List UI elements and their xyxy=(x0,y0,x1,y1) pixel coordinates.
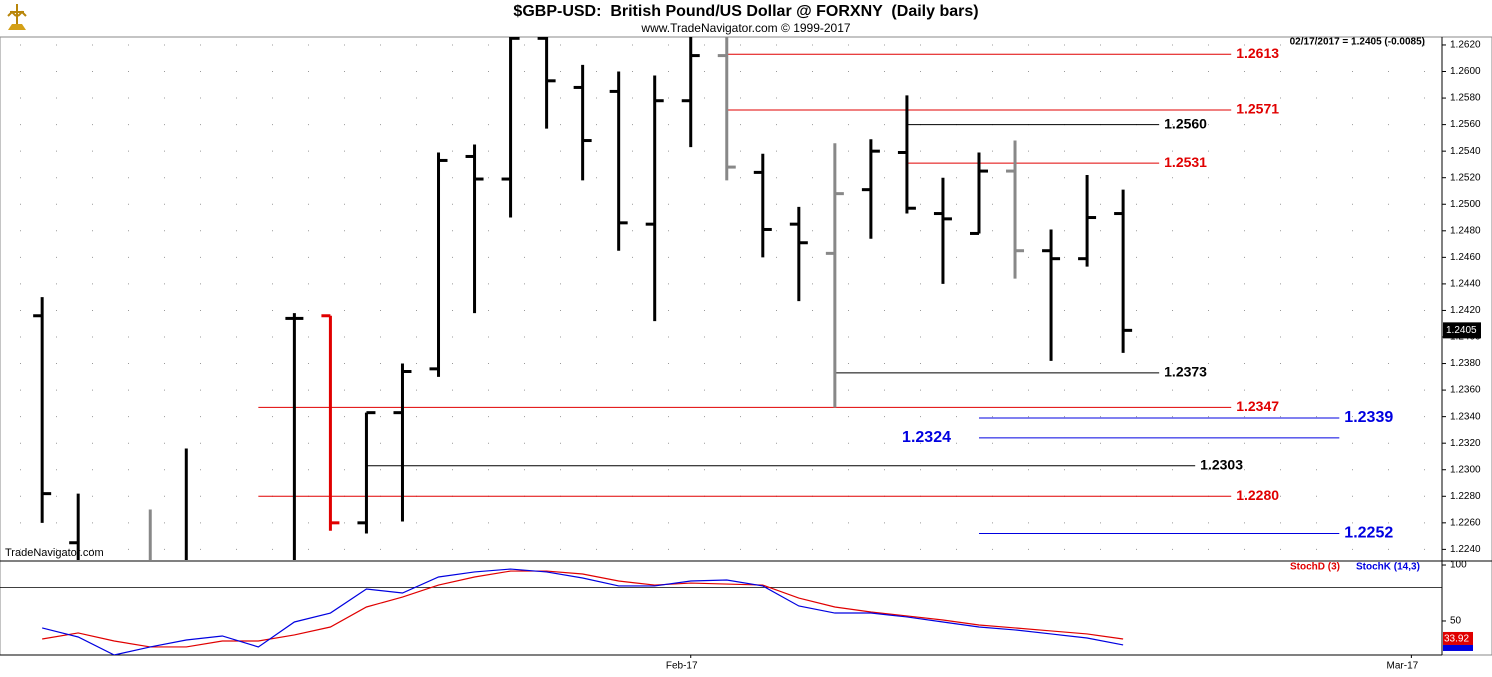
level-label: 1.2347 xyxy=(1236,398,1279,414)
logo xyxy=(7,4,27,30)
level-label: 1.2531 xyxy=(1164,154,1207,170)
y-tick-label: 1.2340 xyxy=(1450,411,1481,422)
level-label: 1.2252 xyxy=(1344,525,1393,542)
price-plot xyxy=(20,37,1442,560)
stoch-line xyxy=(42,568,1124,655)
y-tick-label: 1.2600 xyxy=(1450,66,1481,77)
y-tick-label: 50 xyxy=(1450,616,1462,627)
y-tick-label: 1.2240 xyxy=(1450,544,1481,555)
y-tick-label: 1.2520 xyxy=(1450,172,1481,183)
y-tick-label: 1.2360 xyxy=(1450,385,1481,396)
y-tick-label: 1.2540 xyxy=(1450,146,1481,157)
stoch-plot xyxy=(0,568,1442,655)
y-tick-label: 1.2280 xyxy=(1450,491,1481,502)
legend-label: StochD (3) xyxy=(1290,562,1340,573)
x-tick-label: Feb-17 xyxy=(666,661,698,672)
level-label: 1.2373 xyxy=(1164,364,1207,380)
last-value-box xyxy=(1443,644,1473,651)
last-value-label: 33.92 xyxy=(1444,634,1469,645)
level-label: 1.2613 xyxy=(1236,45,1279,61)
last-price-label: 1.2405 xyxy=(1446,325,1477,336)
quote: 02/17/2017 = 1.2405 (-0.0085) xyxy=(1290,37,1425,48)
y-tick-label: 1.2420 xyxy=(1450,305,1481,316)
y-tick-label: 1.2380 xyxy=(1450,358,1481,369)
y-tick-label: 1.2620 xyxy=(1450,40,1481,51)
overlay: 1.2240 1.2260 1.2280 1.2300 1.2320 1.2340 1.23… xyxy=(666,40,1481,672)
watermark: TradeNavigator.com xyxy=(5,547,104,559)
level-label: 1.2280 xyxy=(1236,487,1279,503)
x-tick-label: Mar-17 xyxy=(1387,661,1419,672)
level-label: 1.2560 xyxy=(1164,115,1207,131)
y-tick-label: 100 xyxy=(1450,560,1467,571)
y-tick-label: 1.2320 xyxy=(1450,438,1481,449)
last-value-box xyxy=(1443,631,1473,645)
stoch-line xyxy=(42,570,1124,648)
y-tick-label: 1.2260 xyxy=(1450,517,1481,528)
y-tick-label: 1.2300 xyxy=(1450,464,1481,475)
level-label: 1.2303 xyxy=(1200,456,1243,472)
y-tick-label: 1.2440 xyxy=(1450,279,1481,290)
level-label: 1.2324 xyxy=(902,429,951,446)
level-label: 1.2339 xyxy=(1344,409,1393,426)
y-tick-label: 1.2500 xyxy=(1450,199,1481,210)
chart-title: $GBP-USD: British Pound/US Dollar @ FORX… xyxy=(513,3,978,20)
y-tick-label: 1.2560 xyxy=(1450,119,1481,130)
legend-label: StochK (14,3) xyxy=(1356,562,1420,573)
last-price-box xyxy=(1443,322,1481,339)
y-tick-label: 1.2480 xyxy=(1450,225,1481,236)
level-label: 1.2571 xyxy=(1236,101,1279,117)
chart-subtitle: www.TradeNavigator.com © 1999-2017 xyxy=(640,21,850,35)
y-tick-label: 1.2580 xyxy=(1450,93,1481,104)
y-tick-label: 1.2460 xyxy=(1450,252,1481,263)
